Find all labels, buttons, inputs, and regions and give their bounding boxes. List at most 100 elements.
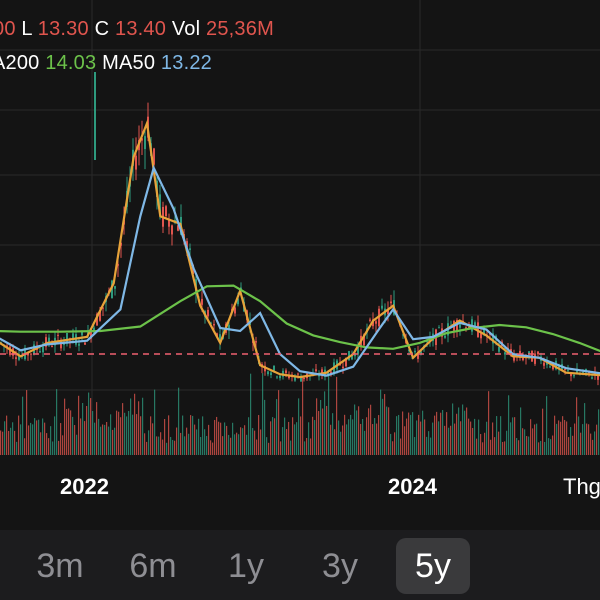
volume-bar — [290, 440, 292, 455]
volume-bar — [398, 414, 400, 455]
volume-bar — [178, 387, 180, 455]
volume-bar — [374, 418, 376, 455]
volume-bar — [90, 398, 92, 455]
volume-value: 25,36M — [206, 18, 274, 40]
volume-bar — [82, 402, 84, 455]
range-3y-button[interactable]: 3y — [322, 547, 358, 585]
volume-bar — [132, 414, 134, 455]
volume-bar — [456, 413, 458, 455]
volume-bar — [458, 407, 460, 455]
candle-body — [498, 346, 500, 352]
range-1y-button[interactable]: 1y — [228, 547, 264, 585]
volume-bar — [328, 374, 330, 455]
close-value: 13.40 — [115, 18, 167, 40]
volume-bar — [134, 393, 136, 455]
range-6m-button[interactable]: 6m — [129, 547, 177, 585]
volume-bar — [138, 401, 140, 455]
range-3m-button[interactable]: 3m — [36, 547, 84, 585]
volume-bar — [4, 421, 6, 455]
volume-bar — [394, 432, 396, 455]
candle-body — [120, 242, 122, 246]
range-5y-button[interactable]: 5y — [396, 538, 470, 594]
candle-body — [444, 335, 446, 338]
candle-body — [342, 366, 344, 369]
volume-bar — [326, 405, 328, 455]
volume-bar — [172, 439, 174, 455]
candle-body — [492, 333, 494, 344]
candle-body — [420, 351, 422, 355]
candle-body — [483, 326, 485, 335]
ohlc-readout: 00 L 13.30 C 13.40 Vol 25,36M — [0, 18, 274, 41]
volume-bar — [220, 422, 222, 455]
volume-bar — [94, 422, 96, 455]
volume-bar — [18, 415, 20, 455]
candle-body — [201, 298, 203, 305]
candle-body — [558, 365, 560, 369]
candle-body — [114, 286, 116, 289]
volume-bar — [582, 424, 584, 455]
volume-bar — [416, 420, 418, 455]
volume-bar — [336, 376, 338, 455]
volume-bar — [382, 398, 384, 455]
volume-bar — [478, 419, 480, 455]
volume-bar — [148, 430, 150, 455]
volume-bar — [322, 408, 324, 455]
volume-bar — [30, 422, 32, 455]
candle-body — [474, 322, 476, 326]
x-axis-label-2024: 2024 — [388, 474, 437, 499]
volume-bar — [222, 436, 224, 455]
volume-bar — [10, 427, 12, 455]
ma50-value: 13.22 — [160, 52, 212, 74]
volume-bar — [26, 390, 28, 455]
volume-bar — [548, 438, 550, 455]
volume-bar — [270, 421, 272, 455]
volume-bar — [276, 399, 278, 455]
volume-bar — [494, 437, 496, 455]
volume-bar — [318, 411, 320, 455]
volume-bar — [408, 412, 410, 455]
volume-bar — [400, 438, 402, 455]
volume-bar — [268, 442, 270, 455]
volume-bar — [230, 437, 232, 455]
price-chart-panel[interactable]: 00 L 13.30 C 13.40 Vol 25,36M A200 14.03… — [0, 0, 600, 530]
volume-bar — [586, 423, 588, 455]
candle-body — [564, 369, 566, 371]
volume-bar — [286, 429, 288, 455]
candle-body — [438, 327, 440, 329]
volume-bar — [464, 410, 466, 455]
volume-bar — [78, 395, 80, 455]
volume-bar — [42, 418, 44, 455]
volume-bar — [470, 421, 472, 455]
candle-body — [228, 325, 230, 331]
candle-body — [375, 321, 377, 324]
volume-bar — [316, 398, 318, 455]
volume-bar — [518, 440, 520, 455]
volume-bar — [298, 398, 300, 455]
volume-bar — [292, 417, 294, 455]
volume-bar — [240, 427, 242, 455]
volume-bar — [106, 421, 108, 455]
volume-bar — [218, 421, 220, 455]
volume-bar — [114, 427, 116, 455]
volume-bar — [368, 408, 370, 455]
low-value: 13.30 — [37, 18, 89, 40]
volume-bar — [198, 418, 200, 455]
volume-bar — [282, 427, 284, 455]
candle-body — [84, 342, 86, 345]
candle-body — [60, 340, 62, 349]
volume-bar — [228, 434, 230, 455]
volume-bar — [556, 423, 558, 455]
volume-bar — [514, 417, 516, 455]
volume-bar — [72, 416, 74, 455]
candle-body — [30, 353, 32, 355]
price-chart[interactable] — [0, 0, 600, 530]
volume-bar — [480, 434, 482, 455]
volume-bar — [54, 416, 56, 455]
volume-bar — [390, 433, 392, 455]
volume-bar — [562, 416, 564, 455]
volume-bar — [590, 433, 592, 455]
volume-bar — [8, 430, 10, 455]
volume-bar — [490, 439, 492, 455]
candle-body — [300, 377, 302, 382]
volume-bar — [176, 427, 178, 455]
